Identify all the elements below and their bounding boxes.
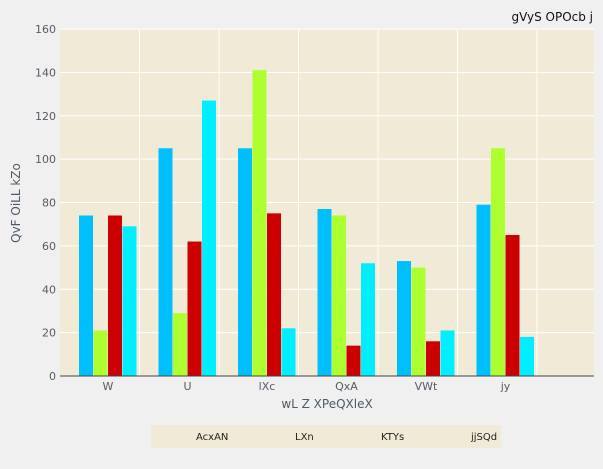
- y-tick-label: 160: [35, 23, 56, 36]
- y-tick-label: 0: [49, 370, 56, 383]
- x-tick-label: QxA: [335, 380, 358, 393]
- x-tick-label: W: [103, 380, 114, 393]
- y-tick-label: 120: [35, 110, 56, 123]
- legend-entry: AcxAN: [196, 432, 228, 443]
- bar-KTYs-jy: [505, 235, 520, 376]
- bar-KTYs-U: [187, 241, 202, 376]
- bar-LXn-W: [93, 330, 108, 376]
- y-axis-title: QvF OiLL kZo: [9, 163, 23, 243]
- bar-AcxAN-VWt: [397, 261, 411, 376]
- bar-AcxAN-jy: [476, 204, 491, 376]
- bar-KTYs-VWt: [426, 341, 440, 376]
- bar-LXn-jy: [491, 148, 505, 376]
- y-tick-label: 80: [42, 197, 56, 210]
- bar-jjSQd-QxA: [361, 263, 375, 376]
- legend-entry: LXn: [295, 432, 314, 443]
- chart-title: gVyS OPOcb j: [511, 10, 593, 24]
- bar-LXn-QxA: [332, 215, 346, 376]
- x-tick-label: U: [183, 380, 191, 393]
- x-tick-label: jy: [500, 380, 511, 393]
- bar-AcxAN-W: [79, 215, 93, 376]
- y-tick-labels: 0 20 40 60 80 100 120 140 160: [35, 23, 56, 383]
- bar-jjSQd-jy: [520, 336, 534, 376]
- y-tick-label: 100: [35, 153, 56, 166]
- bar-jjSQd-VWt: [440, 330, 455, 376]
- y-tick-label: 140: [35, 66, 56, 79]
- legend-entry: KTYs: [381, 432, 404, 443]
- legend: AcxAN LXn KTYs jjSQd: [196, 432, 497, 443]
- bar-LXn-U: [173, 313, 187, 376]
- bar-jjSQd-W: [122, 226, 137, 376]
- bar-AcxAN-QxA: [317, 209, 332, 376]
- y-tick-label: 20: [42, 327, 56, 340]
- x-tick-label: lXc: [259, 380, 276, 393]
- x-tick-label: VWt: [415, 380, 438, 393]
- legend-entry: jjSQd: [470, 432, 497, 443]
- bar-KTYs-QxA: [346, 345, 361, 376]
- bar-LXn-VWt: [411, 267, 426, 376]
- bar-KTYs-lXc: [267, 213, 281, 376]
- bar-jjSQd-U: [202, 100, 216, 376]
- legend-box: [151, 425, 501, 448]
- y-tick-label: 60: [42, 240, 56, 253]
- bars: [79, 70, 534, 377]
- bar-KTYs-W: [108, 215, 122, 376]
- bar-LXn-lXc: [252, 70, 267, 377]
- bar-AcxAN-U: [158, 148, 173, 376]
- y-tick-label: 40: [42, 283, 56, 296]
- x-axis-title: wL Z XPeQXleX: [281, 397, 372, 411]
- bar-jjSQd-lXc: [281, 328, 296, 376]
- bar-AcxAN-lXc: [238, 148, 252, 376]
